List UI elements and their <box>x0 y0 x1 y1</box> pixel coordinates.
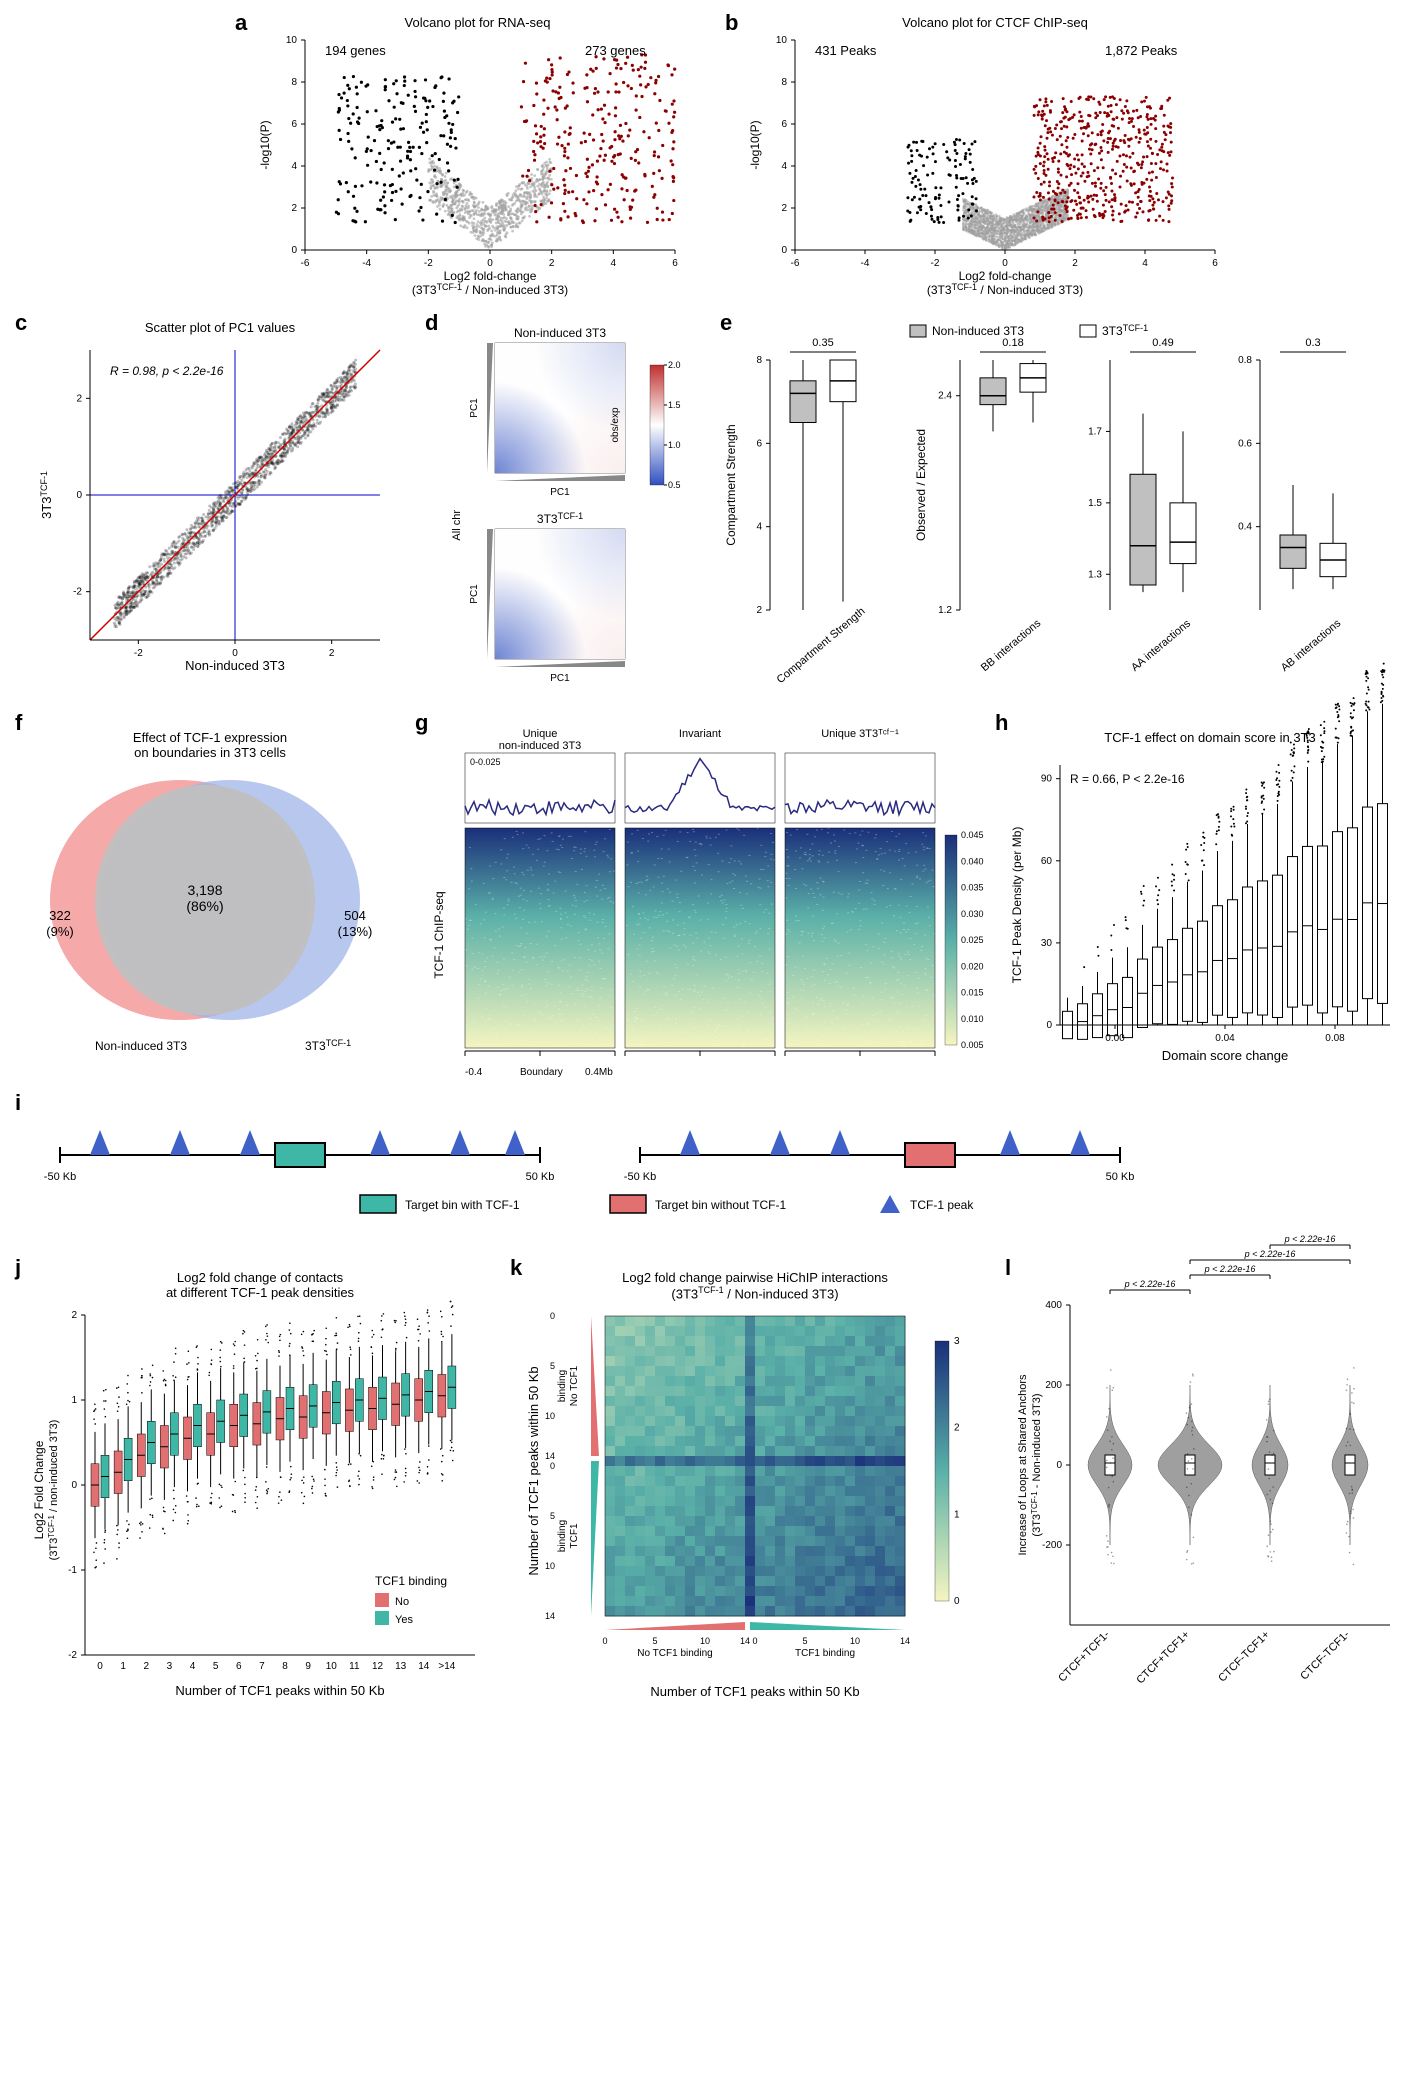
svg-text:0: 0 <box>781 245 787 256</box>
svg-text:0: 0 <box>291 245 297 256</box>
panel-j-chart: 01234567891011121314>14 -2-1012 Number o… <box>25 1300 495 1730</box>
panel-i-label: i <box>15 1090 21 1116</box>
panel-d-label: d <box>425 310 438 336</box>
panel-f-title: Effect of TCF-1 expression on boundaries… <box>20 730 400 760</box>
svg-text:0: 0 <box>487 258 493 269</box>
panel-l-chart: p < 2.22e-16p < 2.22e-16p < 2.22e-16p < … <box>1010 1275 1410 1735</box>
svg-text:-6: -6 <box>301 258 310 269</box>
svg-text:2: 2 <box>291 203 297 214</box>
svg-text:-log10(P): -log10(P) <box>748 120 762 169</box>
panel-k-title: Log2 fold change pairwise HiChIP interac… <box>520 1270 990 1301</box>
svg-text:1,872 Peaks: 1,872 Peaks <box>1105 43 1178 58</box>
panel-j-title: Log2 fold change of contacts at differen… <box>25 1270 495 1300</box>
svg-text:431 Peaks: 431 Peaks <box>815 43 877 58</box>
panel-g-chart: Uniquenon-induced 3T30-0.025InvariantUni… <box>425 725 985 1080</box>
panel-a-label: a <box>235 10 247 36</box>
svg-text:(3T3TCF-1 / Non-induced 3T3): (3T3TCF-1 / Non-induced 3T3) <box>412 282 568 297</box>
panel-h-title: TCF-1 effect on domain score in 3T3 <box>1005 730 1415 745</box>
svg-text:Log2 fold-change: Log2 fold-change <box>959 269 1052 283</box>
svg-text:10: 10 <box>286 35 298 46</box>
panel-j-label: j <box>15 1255 21 1281</box>
panel-b-chart: 431 Peaks 1,872 Peaks -6 -4 -2 0 2 4 6 0 2 4 6 8 10… <box>745 30 1245 290</box>
svg-text:2: 2 <box>549 258 555 269</box>
svg-text:Log2 fold-change: Log2 fold-change <box>444 269 537 283</box>
svg-text:-6: -6 <box>791 258 800 269</box>
svg-text:0: 0 <box>1002 258 1008 269</box>
panel-b-label: b <box>725 10 738 36</box>
svg-text:6: 6 <box>1212 258 1218 269</box>
svg-text:-log10(P): -log10(P) <box>258 120 272 169</box>
panel-c-chart: R = 0.98, p < 2.2e-16 -2-20022 Non-induc… <box>35 335 405 685</box>
panel-d-chart: Non-induced 3T3 PC1 PC1 All chr 3T3TCF-1… <box>440 325 720 695</box>
panel-k-chart: No TCF1 binding TCF1 binding No TCF1 bin… <box>520 1301 990 1741</box>
svg-text:4: 4 <box>291 161 297 172</box>
panel-a-chart: 194 genes 273 genes -6 -4 -2 0 2 4 6 0 2 4 6 8 10 L… <box>255 30 700 290</box>
svg-text:4: 4 <box>1142 258 1148 269</box>
svg-text:8: 8 <box>291 77 297 88</box>
svg-text:6: 6 <box>781 119 787 130</box>
panel-i-diagram: -50 Kb 50 Kb -50 Kb 50 Kb Target bin wit… <box>30 1110 1180 1240</box>
panel-e-chart: Non-induced 3T3 3T3TCF-1 Compartment Str… <box>730 320 1410 690</box>
panel-b-title: Volcano plot for CTCF ChIP-seq <box>745 15 1245 30</box>
svg-text:-4: -4 <box>861 258 870 269</box>
svg-text:-2: -2 <box>424 258 433 269</box>
panel-f-venn: 322(9%) 3,198(86%) 504(13%) Non-induced … <box>20 760 400 1080</box>
svg-text:2: 2 <box>1072 258 1078 269</box>
svg-text:4: 4 <box>611 258 617 269</box>
panel-c-title: Scatter plot of PC1 values <box>35 320 405 335</box>
panel-c-label: c <box>15 310 27 336</box>
svg-text:4: 4 <box>781 161 787 172</box>
svg-text:6: 6 <box>672 258 678 269</box>
svg-text:-2: -2 <box>931 258 940 269</box>
svg-text:8: 8 <box>781 77 787 88</box>
svg-text:273 genes: 273 genes <box>585 43 646 58</box>
panel-h-chart: R = 0.66, P < 2.2e-16 0.000.040.08 03060… <box>1005 745 1415 1075</box>
panel-a-title: Volcano plot for RNA-seq <box>255 15 700 30</box>
svg-text:194 genes: 194 genes <box>325 43 386 58</box>
svg-text:-4: -4 <box>362 258 371 269</box>
svg-text:2: 2 <box>781 203 787 214</box>
svg-text:6: 6 <box>291 119 297 130</box>
svg-text:(3T3TCF-1 / Non-induced 3T3): (3T3TCF-1 / Non-induced 3T3) <box>927 282 1083 297</box>
svg-text:10: 10 <box>776 35 788 46</box>
